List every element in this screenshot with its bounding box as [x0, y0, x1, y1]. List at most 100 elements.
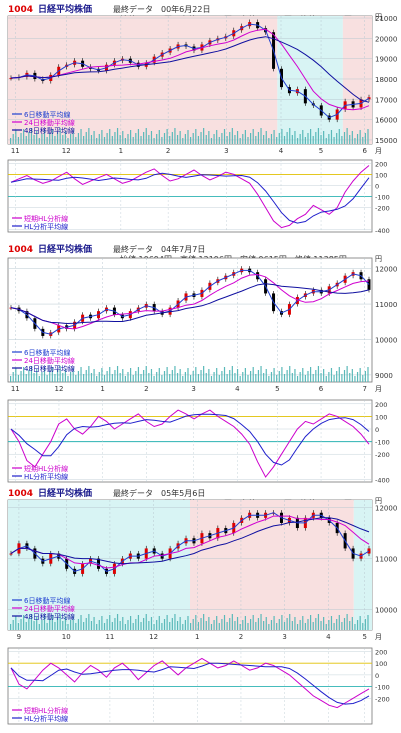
osc-tick-label: -200: [375, 205, 390, 213]
volume-bar: [15, 368, 17, 382]
volume-bar: [46, 375, 48, 382]
volume-bar: [263, 621, 265, 630]
osc-tick-label: 100: [375, 171, 387, 179]
x-tick-label: 1: [195, 633, 199, 641]
volume-bar: [325, 138, 327, 144]
volume-bar: [213, 372, 215, 382]
volume-bar: [163, 371, 166, 382]
volume-bar: [320, 135, 322, 144]
volume-bar: [182, 376, 184, 382]
volume-bar: [140, 136, 142, 144]
volume-bar: [257, 370, 260, 382]
volume-bar: [273, 130, 275, 144]
latest-date: 最終データ 05年5月6日: [113, 488, 205, 498]
osc-tick-label: -100: [375, 684, 390, 692]
volume-bar: [218, 623, 220, 630]
volume-bar: [203, 366, 205, 382]
volume-bar: [268, 624, 270, 630]
volume-bar: [268, 376, 270, 382]
stock-code: 1004: [8, 5, 33, 15]
candle-body: [367, 97, 371, 100]
candle-body: [9, 553, 13, 555]
shaded-band: [353, 500, 372, 630]
x-tick-label: 5: [275, 385, 279, 393]
volume-bar: [101, 130, 103, 144]
volume-bar: [106, 619, 108, 630]
volume-bar: [218, 375, 220, 382]
volume-bar: [83, 136, 85, 144]
volume-bar: [41, 620, 43, 630]
volume-bar: [56, 618, 59, 630]
osc-tick-label: -200: [375, 451, 390, 459]
volume-bar: [359, 130, 361, 144]
volume-bar: [135, 371, 137, 382]
volume-bar: [354, 376, 356, 382]
volume-bar: [341, 374, 343, 382]
volume-bar: [67, 138, 69, 144]
volume-bar: [163, 133, 166, 144]
x-tick-label: 11: [11, 385, 20, 393]
volume-bar: [270, 134, 273, 144]
volume-bar: [38, 376, 40, 382]
volume-bar: [236, 617, 239, 630]
volume-bar: [36, 369, 38, 382]
price-plot-area: [7, 257, 373, 383]
volume-bar: [213, 134, 215, 144]
volume-bar: [119, 373, 121, 382]
volume-bar: [216, 130, 218, 144]
volume-bar: [20, 619, 22, 630]
volume-bar: [171, 132, 173, 144]
volume-bar: [85, 618, 87, 630]
volume-bar: [169, 622, 171, 630]
legend-label: 24日移動平均線: [24, 604, 75, 613]
volume-bar: [197, 622, 200, 630]
volume-bar: [239, 624, 241, 630]
volume-bar: [362, 623, 364, 630]
latest-date: 最終データ 04年7月7日: [113, 244, 205, 254]
volume-bar: [77, 371, 80, 382]
volume-bar: [330, 368, 333, 382]
volume-bar: [20, 133, 22, 144]
volume-bar: [124, 376, 126, 382]
osc-legend-label: HL分析平均線: [24, 714, 68, 723]
volume-bar: [174, 128, 176, 144]
volume-bar: [362, 137, 364, 144]
volume-bar: [67, 376, 69, 382]
ma-mid-line: [10, 515, 370, 569]
volume-bar: [304, 375, 306, 382]
volume-bar: [114, 618, 116, 630]
volume-bar: [310, 367, 312, 382]
volume-bar: [145, 366, 147, 382]
volume-bar: [281, 615, 283, 630]
volume-bar: [242, 134, 244, 144]
x-tick-label: 12: [62, 147, 71, 155]
volume-bar: [111, 374, 113, 382]
volume-bar: [88, 614, 90, 630]
volume-bar: [364, 371, 366, 382]
volume-bar: [323, 617, 325, 630]
volume-bar: [51, 129, 53, 144]
volume-bar: [346, 614, 348, 630]
volume-bar: [176, 373, 179, 382]
osc-legend-label: 短期HL分析線: [24, 464, 68, 473]
volume-bar: [54, 374, 56, 382]
ma-long-line: [10, 283, 370, 325]
stock-code: 1004: [8, 489, 33, 499]
volume-bar: [41, 372, 43, 382]
x-unit-label: 月: [375, 633, 382, 641]
volume-bar: [221, 133, 223, 144]
volume-bar: [270, 620, 273, 630]
x-tick-label: 7: [362, 385, 366, 393]
osc-tick-label: 0: [375, 672, 379, 680]
osc-tick-label: 200: [375, 401, 387, 409]
volume-bar: [12, 134, 14, 144]
volume-bar: [85, 132, 87, 144]
volume-bar: [351, 369, 353, 382]
volume-bar: [25, 136, 27, 144]
volume-bar: [187, 368, 189, 382]
y-tick-label: 10000: [375, 336, 397, 344]
volume-bar: [96, 624, 98, 630]
volume-bar: [367, 367, 369, 382]
volume-bar: [317, 128, 320, 144]
volume-bar: [43, 130, 46, 144]
